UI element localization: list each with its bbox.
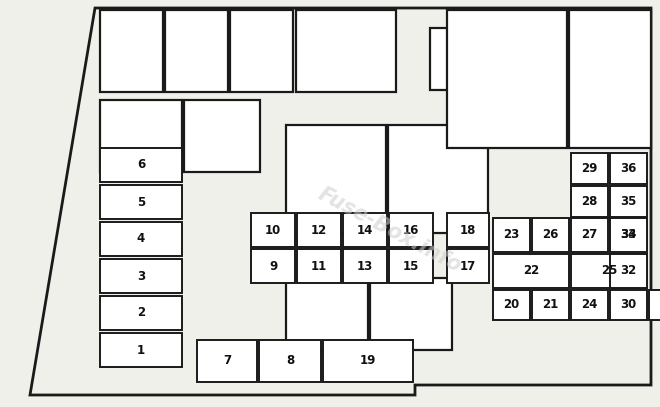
Bar bbox=[571, 290, 608, 320]
Text: 18: 18 bbox=[460, 223, 476, 236]
Bar bbox=[610, 218, 647, 252]
Bar bbox=[388, 125, 488, 233]
Bar bbox=[571, 218, 608, 252]
Text: 25: 25 bbox=[601, 265, 617, 278]
Text: 23: 23 bbox=[504, 228, 519, 241]
Bar bbox=[100, 259, 182, 293]
Bar bbox=[323, 340, 413, 382]
Text: 3: 3 bbox=[137, 269, 145, 282]
Text: 30: 30 bbox=[620, 298, 637, 311]
Text: 19: 19 bbox=[360, 354, 376, 368]
Bar bbox=[100, 10, 163, 92]
Bar bbox=[100, 222, 182, 256]
Text: 34: 34 bbox=[620, 228, 637, 241]
Bar bbox=[343, 213, 387, 247]
Bar bbox=[430, 28, 485, 90]
Text: 4: 4 bbox=[137, 232, 145, 245]
Bar bbox=[389, 249, 433, 283]
Bar bbox=[571, 153, 608, 184]
Text: 15: 15 bbox=[403, 260, 419, 273]
Bar bbox=[297, 249, 341, 283]
Bar bbox=[610, 254, 647, 288]
Bar bbox=[251, 249, 295, 283]
Text: 26: 26 bbox=[543, 228, 558, 241]
Text: 36: 36 bbox=[620, 162, 637, 175]
Bar bbox=[610, 153, 647, 184]
Bar bbox=[493, 218, 530, 252]
Bar bbox=[569, 10, 651, 148]
Text: 29: 29 bbox=[581, 162, 598, 175]
Bar bbox=[389, 213, 433, 247]
Text: 1: 1 bbox=[137, 344, 145, 357]
Text: 32: 32 bbox=[620, 265, 637, 278]
Bar bbox=[100, 333, 182, 367]
Bar bbox=[100, 148, 182, 182]
Text: 2: 2 bbox=[137, 306, 145, 319]
Bar bbox=[447, 10, 567, 148]
Text: 21: 21 bbox=[543, 298, 558, 311]
Bar bbox=[571, 186, 608, 217]
Text: 27: 27 bbox=[581, 228, 597, 241]
Bar bbox=[286, 125, 386, 233]
Bar bbox=[610, 219, 647, 250]
Text: 14: 14 bbox=[357, 223, 373, 236]
Bar bbox=[259, 340, 321, 382]
Text: Fuse-Box.info: Fuse-Box.info bbox=[315, 184, 465, 276]
Bar bbox=[532, 218, 569, 252]
Bar bbox=[447, 213, 489, 247]
Bar bbox=[184, 100, 260, 172]
Bar bbox=[296, 10, 396, 92]
Bar bbox=[610, 186, 647, 217]
Text: 13: 13 bbox=[357, 260, 373, 273]
Bar bbox=[447, 249, 489, 283]
Bar bbox=[100, 296, 182, 330]
Text: 24: 24 bbox=[581, 298, 598, 311]
Text: 9: 9 bbox=[269, 260, 277, 273]
Text: 8: 8 bbox=[286, 354, 294, 368]
Text: 28: 28 bbox=[581, 195, 598, 208]
Text: 22: 22 bbox=[523, 265, 539, 278]
Bar bbox=[100, 100, 182, 172]
Text: 16: 16 bbox=[403, 223, 419, 236]
Text: 11: 11 bbox=[311, 260, 327, 273]
Bar bbox=[610, 290, 647, 320]
Text: 35: 35 bbox=[620, 195, 637, 208]
Text: 17: 17 bbox=[460, 260, 476, 273]
Text: 7: 7 bbox=[223, 354, 231, 368]
Bar bbox=[197, 340, 257, 382]
Text: 12: 12 bbox=[311, 223, 327, 236]
Bar bbox=[571, 254, 647, 288]
Bar bbox=[343, 249, 387, 283]
Bar bbox=[370, 278, 452, 350]
Bar bbox=[649, 290, 660, 320]
Bar bbox=[493, 290, 530, 320]
Bar bbox=[532, 290, 569, 320]
Bar bbox=[100, 185, 182, 219]
Bar bbox=[493, 254, 569, 288]
Text: 6: 6 bbox=[137, 158, 145, 171]
Text: 5: 5 bbox=[137, 195, 145, 208]
Bar bbox=[251, 213, 295, 247]
Bar bbox=[165, 10, 228, 92]
Text: 20: 20 bbox=[504, 298, 519, 311]
Bar bbox=[286, 278, 368, 350]
Bar bbox=[297, 213, 341, 247]
Text: 33: 33 bbox=[620, 228, 637, 241]
Text: 10: 10 bbox=[265, 223, 281, 236]
Bar bbox=[230, 10, 293, 92]
